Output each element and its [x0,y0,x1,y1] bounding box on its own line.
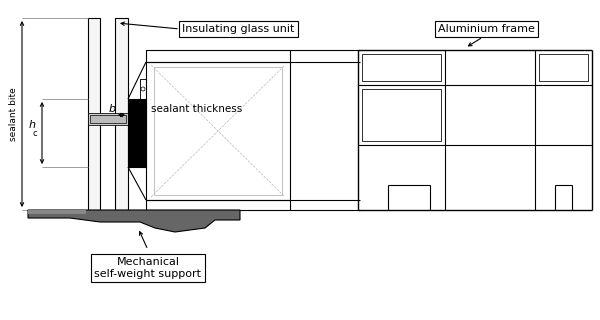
Bar [146,62,290,200]
Bar [539,54,588,81]
Bar [146,50,290,62]
Text: Insulating glass unit: Insulating glass unit [182,24,295,34]
Text: sealant thickness: sealant thickness [151,104,242,114]
Bar [362,89,441,141]
Bar [362,54,441,81]
Bar [88,113,128,125]
Text: Aluminium frame: Aluminium frame [438,24,535,34]
Bar [90,115,126,123]
Polygon shape [28,210,240,232]
Text: b: b [109,104,116,114]
Bar [115,18,128,210]
Bar [154,67,282,195]
Bar [146,200,290,210]
Text: c: c [32,129,37,138]
Bar [128,99,146,167]
Text: Mechanical
self-weight support: Mechanical self-weight support [95,257,202,279]
Bar [140,79,146,99]
Bar [88,18,100,210]
Polygon shape [28,210,86,214]
Text: sealant bite: sealant bite [8,87,17,141]
Text: h: h [29,120,35,130]
